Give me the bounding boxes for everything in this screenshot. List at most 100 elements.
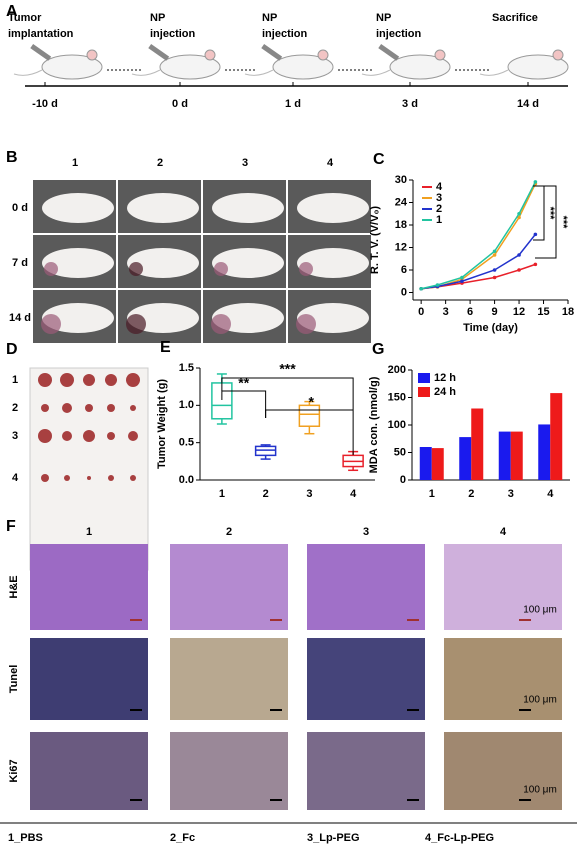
micrograph	[307, 544, 425, 630]
tumor	[83, 374, 95, 386]
point	[533, 232, 538, 237]
annotation: **	[238, 375, 249, 391]
mouse	[159, 54, 221, 80]
annotation: *	[309, 394, 315, 410]
y-tick-label: 1.5	[179, 362, 194, 374]
y-tick-label: 12	[395, 241, 407, 253]
micrograph	[30, 638, 148, 720]
mouse-tail	[244, 69, 274, 76]
micrograph	[307, 732, 425, 810]
mouse	[42, 193, 114, 223]
syringe	[148, 44, 170, 61]
mouse-tail	[361, 69, 391, 76]
y-tick-label: 150	[388, 391, 406, 403]
tumor	[107, 404, 115, 412]
mouse	[212, 193, 284, 223]
label: 0 d	[12, 202, 28, 214]
label: 4_Fc-Lp-PEG	[425, 832, 494, 844]
label: 3 d	[402, 98, 418, 110]
y-tick-label: 200	[388, 364, 406, 376]
tumor	[60, 373, 74, 387]
micrograph	[444, 544, 562, 630]
label: D	[6, 341, 18, 358]
mouse-ear	[317, 49, 329, 61]
label: 4	[500, 526, 507, 538]
y-tick-label: 18	[395, 219, 407, 231]
panel-label: C	[373, 151, 385, 168]
syringe	[261, 44, 283, 61]
y-axis-label: MDA con. (nmol/g)	[368, 376, 380, 473]
label: NP	[376, 12, 391, 24]
label: 14 d	[9, 312, 31, 324]
label: NP	[262, 12, 277, 24]
tumor	[41, 404, 49, 412]
legend-label: 24 h	[434, 386, 456, 398]
label: F	[6, 518, 16, 535]
micrograph	[444, 732, 562, 810]
x-tick-label: 3	[443, 306, 449, 318]
y-tick-label: 100	[388, 419, 406, 431]
label: Tumor	[8, 12, 42, 24]
mouse	[212, 248, 284, 278]
tumor	[128, 431, 138, 441]
legend-label: 12 h	[434, 372, 456, 384]
tumor	[214, 262, 228, 276]
tumor	[41, 314, 61, 334]
label: 14 d	[517, 98, 539, 110]
tumor	[105, 374, 117, 386]
mouse-ear	[552, 49, 564, 61]
x-tick-label: 15	[537, 306, 549, 318]
tumor	[126, 314, 146, 334]
tumor	[126, 373, 140, 387]
point	[492, 249, 497, 254]
y-axis-label: Tumor Weight (g)	[156, 379, 168, 469]
legend-swatch	[418, 387, 430, 397]
point	[517, 268, 521, 272]
mouse	[297, 248, 369, 278]
label: 1_PBS	[8, 832, 43, 844]
box	[298, 404, 321, 427]
label: 1 d	[285, 98, 301, 110]
bar	[459, 437, 472, 480]
label: -10 d	[32, 98, 58, 110]
label: 3	[363, 526, 369, 538]
point	[517, 215, 521, 220]
label: 2_Fc	[170, 832, 195, 844]
label: 100 μm	[523, 605, 557, 616]
bracket	[221, 390, 267, 418]
series-line	[420, 181, 537, 290]
tumor	[108, 475, 114, 481]
series-line	[421, 233, 536, 290]
micrograph	[30, 544, 148, 630]
x-tick-label: 18	[562, 306, 574, 318]
x-tick-label: 0	[418, 306, 424, 318]
mouse	[127, 193, 199, 223]
point	[492, 275, 497, 280]
bar	[510, 431, 523, 480]
panel-label: G	[372, 341, 384, 358]
syringe	[30, 44, 52, 61]
label: 2	[157, 157, 163, 169]
point	[460, 279, 464, 284]
label: B	[6, 149, 18, 166]
syringe	[378, 44, 400, 61]
point	[435, 283, 440, 287]
label: injection	[376, 28, 422, 40]
bracket	[533, 185, 545, 241]
point	[533, 180, 538, 184]
y-tick-label: 0	[400, 474, 406, 486]
tumor	[38, 429, 52, 443]
label: 1	[86, 526, 92, 538]
y-tick-label: 24	[395, 196, 408, 208]
label: 1	[72, 157, 78, 169]
label: 3	[242, 157, 248, 169]
label: 2	[12, 402, 18, 414]
mouse	[389, 54, 451, 80]
point	[460, 275, 464, 280]
x-tick-label: 1	[429, 488, 435, 500]
micrograph	[170, 544, 288, 630]
tumor	[64, 475, 70, 481]
mouse-ear	[86, 49, 98, 61]
mouse	[507, 54, 569, 80]
label: A	[6, 3, 18, 20]
